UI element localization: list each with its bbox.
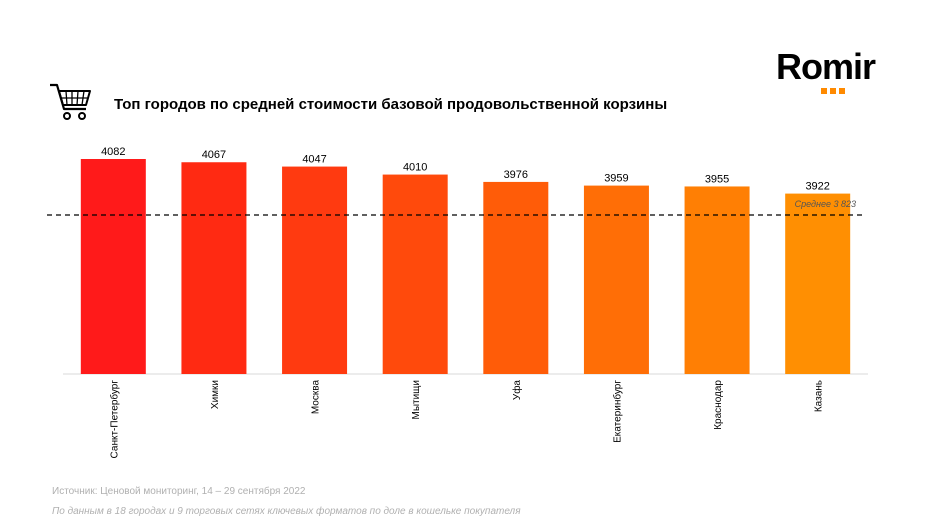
bar — [382, 174, 448, 374]
chart-title: Топ городов по средней стоимости базовой… — [114, 96, 668, 113]
data-label: 4082 — [101, 146, 125, 158]
x-tick-label: Краснодар — [713, 380, 724, 430]
x-tick-label: Уфа — [511, 380, 523, 401]
methodology-note: По данным в 18 городах и 9 торговых сетя… — [52, 506, 521, 517]
average-label: Среднее 3 823 — [795, 199, 856, 209]
data-label: 4047 — [302, 154, 326, 166]
source-note: Источник: Ценовой мониторинг, 14 – 29 се… — [52, 486, 306, 497]
bar — [684, 186, 750, 374]
shopping-cart-icon — [50, 83, 91, 120]
bar-chart: 4082 Санкт-Петербург 4067 Химки 4047 Москва 40… — [47, 146, 868, 459]
data-label: 3959 — [604, 173, 628, 185]
logo-text: Romir — [776, 46, 876, 87]
data-label: 3922 — [805, 181, 829, 193]
data-label: 3976 — [504, 169, 528, 181]
logo-dots — [821, 81, 848, 99]
bar — [282, 166, 348, 374]
x-tick-label: Санкт-Петербург — [108, 380, 120, 459]
romir-logo: Romir — [776, 48, 880, 94]
bar — [583, 185, 649, 374]
x-tick-label: Екатеринбург — [611, 380, 623, 443]
x-tick-label: Казань — [814, 380, 825, 412]
data-label: 4067 — [202, 149, 226, 161]
bar — [80, 159, 146, 374]
x-tick-label: Москва — [311, 380, 322, 415]
x-tick-label: Мытищи — [411, 380, 422, 420]
bar — [181, 162, 247, 374]
x-tick-label: Химки — [210, 380, 221, 409]
data-label: 3955 — [705, 173, 729, 185]
data-label: 4010 — [403, 162, 427, 174]
bar — [483, 181, 549, 374]
bar — [785, 193, 851, 374]
